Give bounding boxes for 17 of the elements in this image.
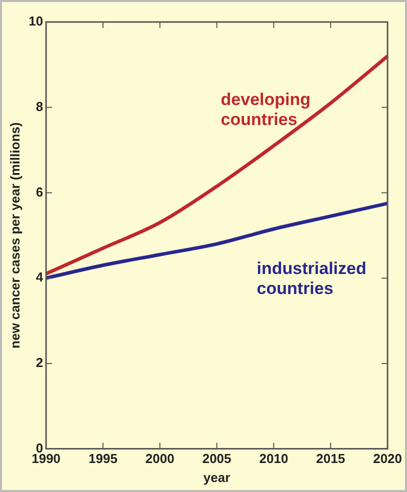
y-tick-label: 8 xyxy=(36,98,44,114)
series-label: industrialized countries xyxy=(256,259,366,298)
y-axis-title: new cancer cases per year (millions) xyxy=(7,122,22,348)
y-tick-label: 6 xyxy=(36,184,44,200)
x-tick-label: 2010 xyxy=(259,451,288,466)
series-label: developing countries xyxy=(220,90,311,130)
x-tick-label: 2005 xyxy=(202,451,232,466)
line-series xyxy=(46,202,388,280)
y-tick-label: 2 xyxy=(36,355,44,370)
line-series xyxy=(46,54,388,276)
y-tick-label: 10 xyxy=(28,14,44,29)
x-tick-label: 2020 xyxy=(373,451,402,466)
y-tick-label: 4 xyxy=(36,270,44,285)
x-axis-title: year xyxy=(203,470,230,485)
x-tick-label: 1995 xyxy=(88,451,118,466)
x-tick-label: 2015 xyxy=(316,451,346,466)
x-tick-label: 2000 xyxy=(145,451,174,466)
